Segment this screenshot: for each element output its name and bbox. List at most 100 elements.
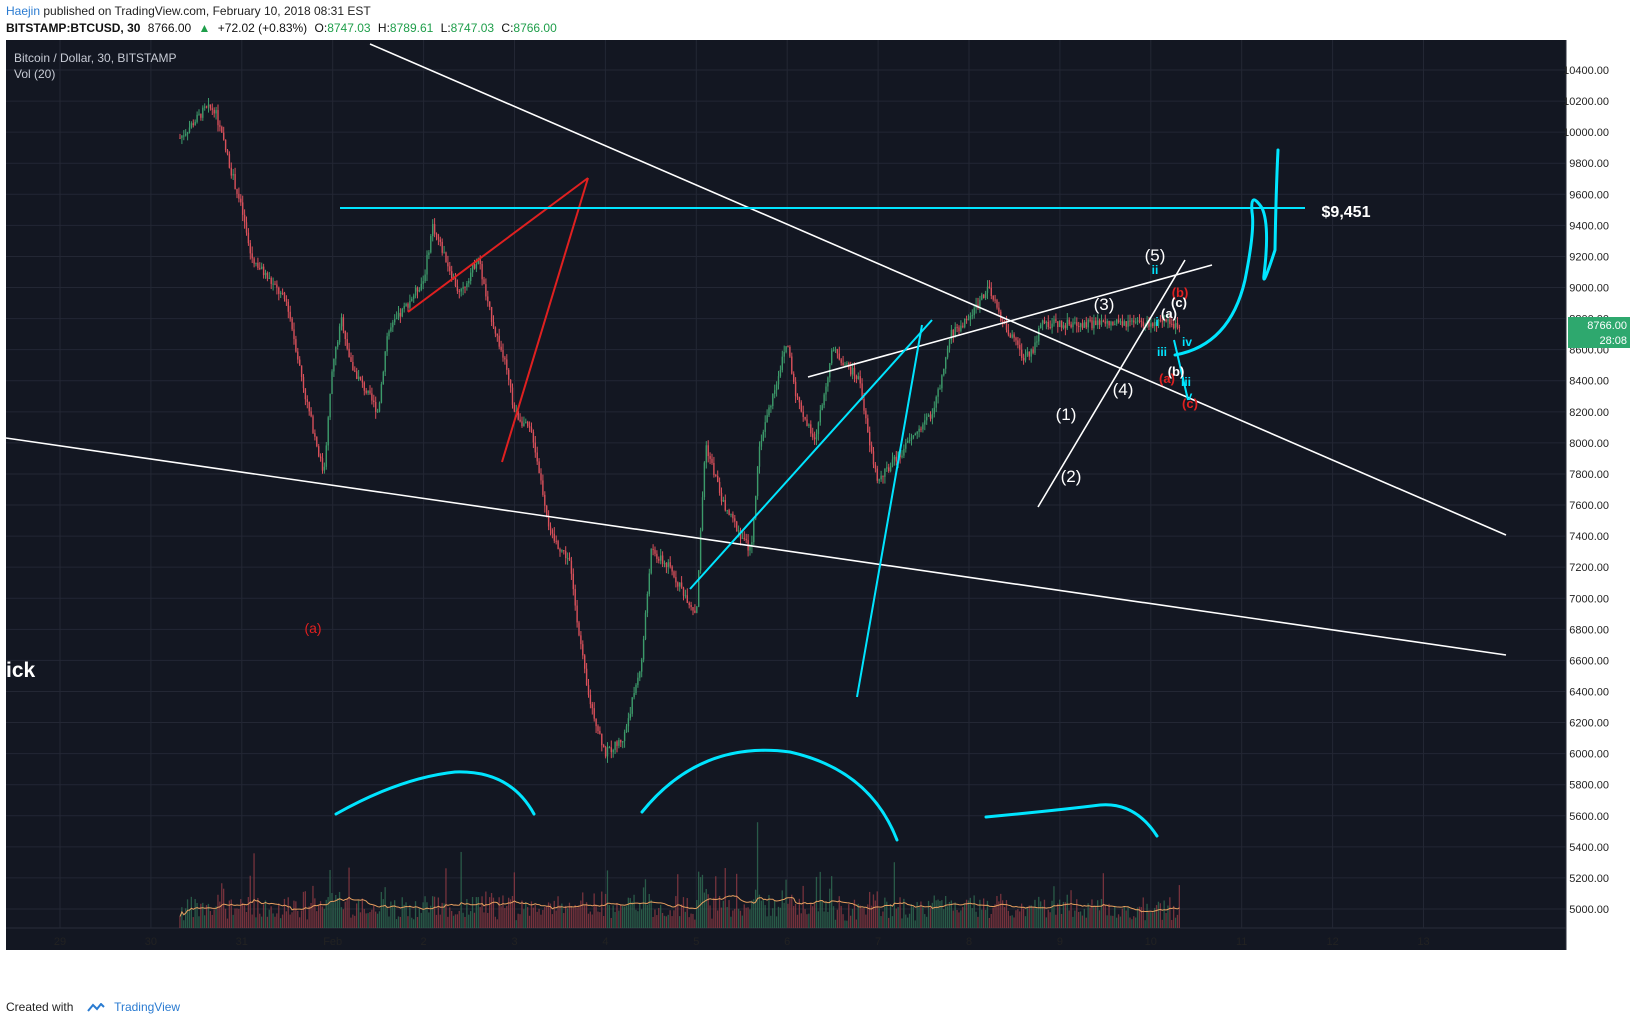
- candle-body: [561, 550, 563, 552]
- candle-body: [188, 127, 191, 133]
- volume-bar: [572, 907, 574, 928]
- volume-bar: [580, 900, 582, 928]
- volume-bar: [394, 900, 396, 928]
- volume-bar: [730, 916, 732, 928]
- volume-bar: [713, 897, 715, 928]
- volume-bar: [946, 906, 949, 928]
- wave-label: (b): [1172, 285, 1189, 300]
- volume-bar: [219, 901, 221, 928]
- volume-bar: [855, 919, 857, 928]
- volume-bar: [694, 919, 696, 928]
- candle-body: [1076, 322, 1078, 326]
- candle-body: [889, 466, 892, 472]
- candle-body: [481, 263, 483, 280]
- candle-body: [327, 417, 329, 446]
- tradingview-link[interactable]: TradingView: [114, 1000, 181, 1014]
- volume-bar: [918, 906, 920, 928]
- candle-body: [574, 589, 576, 606]
- author-link[interactable]: Haejin: [6, 4, 41, 18]
- time-tick-label: Feb: [323, 936, 342, 948]
- candle-body: [318, 446, 320, 457]
- volume-bar: [1123, 906, 1125, 928]
- volume-bar: [405, 902, 407, 928]
- volume-bar: [673, 910, 675, 928]
- volume-bar: [620, 904, 622, 928]
- candle-body: [367, 390, 369, 393]
- candle-body: [774, 390, 776, 394]
- volume-bar: [1098, 910, 1101, 928]
- volume-bar: [297, 910, 299, 928]
- candle-body: [1159, 319, 1162, 321]
- volume-bar: [675, 896, 677, 928]
- candle-body: [504, 357, 506, 360]
- candle-body: [540, 473, 542, 481]
- volume-bar: [232, 914, 234, 928]
- time-tick-label: 4: [602, 936, 608, 948]
- volume-bar: [1038, 896, 1040, 928]
- candle-body: [433, 224, 436, 234]
- candle-body: [660, 555, 662, 561]
- volume-bar: [787, 903, 789, 928]
- volume-bar: [810, 902, 812, 928]
- candle-body: [413, 295, 415, 299]
- volume-bar: [941, 900, 943, 928]
- volume-bar: [880, 916, 882, 928]
- candle-body: [654, 549, 656, 554]
- candle-body: [1055, 319, 1057, 322]
- candle-body: [1068, 319, 1070, 325]
- volume-bar: [979, 899, 981, 928]
- candle-body: [737, 530, 740, 532]
- volume-bar: [895, 908, 897, 928]
- time-tick-label: 8: [966, 936, 972, 948]
- volume-bar: [808, 913, 810, 928]
- volume-bar: [652, 916, 654, 928]
- volume-bar: [1152, 912, 1154, 928]
- wave-label: (3): [1094, 295, 1115, 314]
- price-chart[interactable]: $9,451(a)(1)(2)(3)(4)(5)ii(b)(c)(a)iiiii…: [0, 40, 1632, 990]
- candle-body: [760, 440, 763, 447]
- candle-body: [1030, 349, 1032, 357]
- volume-bar: [1169, 897, 1171, 928]
- candle-body: [1125, 321, 1127, 327]
- candle-body: [1157, 319, 1160, 326]
- volume-bar: [540, 914, 542, 928]
- candle-body: [468, 280, 470, 284]
- candle-body: [283, 292, 286, 299]
- candle-body: [445, 252, 447, 263]
- candle-body: [555, 540, 557, 542]
- candle-body: [606, 747, 609, 757]
- candle-body: [1176, 323, 1179, 328]
- candle-body: [211, 108, 213, 110]
- candle-body: [620, 739, 622, 743]
- volume-bar: [800, 913, 802, 928]
- volume-bar: [527, 907, 529, 928]
- volume-bar: [642, 887, 645, 928]
- price-tick-label: 9000.00: [1569, 283, 1609, 295]
- candle-body: [690, 604, 692, 608]
- volume-bar: [1007, 910, 1009, 928]
- candle-body: [785, 346, 787, 352]
- volume-bar: [211, 914, 213, 928]
- candle-body: [380, 384, 383, 403]
- candle-body: [967, 319, 970, 321]
- volume-bar: [770, 915, 772, 928]
- volume-bar: [287, 897, 289, 928]
- volume-bar: [897, 907, 899, 928]
- price-tick-label: 8000.00: [1569, 438, 1609, 450]
- volume-bar: [451, 910, 453, 928]
- candle-body: [1028, 351, 1030, 357]
- candle-body: [599, 731, 601, 734]
- svg-text:8766.00: 8766.00: [1587, 320, 1627, 332]
- price-tick-label: 8200.00: [1569, 407, 1609, 419]
- volume-bar: [1053, 886, 1055, 928]
- candle-body: [1110, 321, 1112, 326]
- candle-body: [739, 530, 742, 539]
- volume-bar: [242, 902, 244, 928]
- volume-bar: [346, 898, 348, 928]
- time-axis[interactable]: 29 30 31 Feb 2 3 4 5 6 7 8 9 10 11 12 13: [54, 936, 1430, 948]
- candles: [179, 97, 1181, 763]
- candle-body: [458, 290, 460, 292]
- volume-bar: [445, 868, 447, 928]
- volume-bar: [639, 902, 641, 928]
- price-axis[interactable]: 10400.00 10200.00 10000.00 9800.00 9600.00 94…: [1563, 65, 1609, 916]
